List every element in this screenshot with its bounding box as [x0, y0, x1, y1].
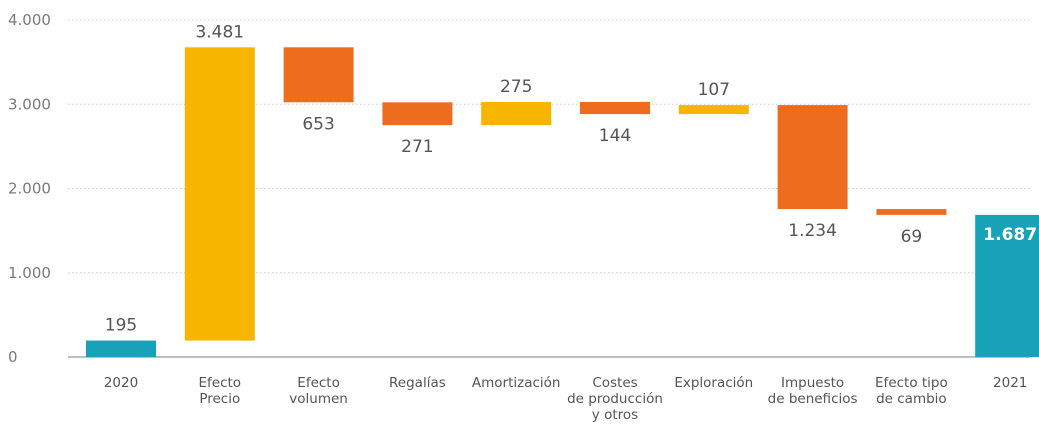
y-tick-label: 2.000: [8, 180, 51, 198]
category-label: Efecto: [297, 375, 340, 391]
data-label: 1.687: [983, 225, 1037, 245]
category-label: Precio: [199, 391, 240, 407]
data-label: 271: [401, 137, 433, 157]
data-label: 275: [500, 77, 532, 97]
bar-decrease: [777, 105, 848, 210]
bar-increase: [184, 47, 255, 341]
bar-decrease: [580, 101, 650, 115]
bar-increase: [481, 101, 552, 126]
data-label: 3.481: [195, 22, 244, 42]
y-tick-label: 4.000: [8, 11, 51, 29]
category-label: Efecto tipo: [875, 375, 948, 391]
category-label: de beneficios: [768, 391, 858, 407]
y-tick-label: 3.000: [8, 95, 51, 113]
bar-total: [86, 340, 156, 357]
bar-decrease: [876, 209, 947, 215]
category-label: Efecto: [199, 375, 242, 391]
category-label: Impuesto: [781, 375, 844, 391]
data-label: 69: [901, 227, 923, 247]
bar-decrease: [382, 102, 453, 126]
category-label: de producción: [567, 391, 663, 407]
bar-decrease: [283, 47, 354, 103]
category-label: 2021: [993, 375, 1027, 391]
y-tick-label: 0: [8, 348, 18, 366]
category-label: 2020: [104, 375, 138, 391]
data-label: 653: [302, 114, 334, 134]
data-label: 1.234: [788, 221, 837, 241]
bar-increase: [678, 105, 749, 115]
category-label: Regalías: [389, 375, 446, 391]
category-label: de cambio: [876, 391, 947, 407]
data-label: 107: [698, 80, 730, 100]
category-label: volumen: [289, 391, 348, 407]
y-tick-label: 1.000: [8, 264, 51, 282]
bar-total: [975, 214, 1039, 357]
data-label: 144: [599, 126, 631, 146]
category-label: Amortización: [472, 375, 561, 391]
category-label: Exploración: [674, 375, 753, 391]
data-label: 195: [105, 316, 137, 336]
category-label: Costes: [592, 375, 637, 391]
category-label: y otros: [592, 407, 638, 423]
